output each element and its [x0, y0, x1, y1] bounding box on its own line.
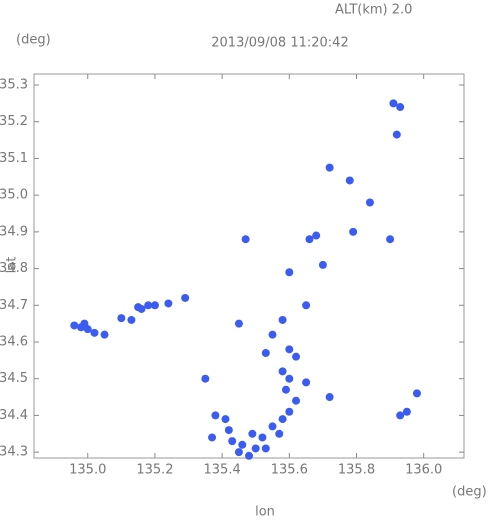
echo-point	[392, 130, 401, 139]
echo-point	[402, 407, 411, 416]
echo-point	[134, 303, 143, 312]
echo-point	[292, 396, 301, 405]
echo-point	[302, 301, 311, 310]
y-tick-label: 35.3	[0, 78, 28, 93]
x-tick-label: 135.0	[69, 463, 106, 478]
echo-point	[261, 444, 270, 453]
echo-point	[208, 433, 217, 442]
echo-point	[234, 448, 243, 457]
echo-point	[389, 99, 398, 108]
echo-point	[278, 367, 287, 376]
echo-point	[396, 103, 405, 112]
echo-point	[396, 411, 405, 420]
echo-point	[221, 415, 230, 424]
echo-point	[248, 429, 257, 438]
echo-point	[144, 301, 153, 310]
echo-point	[386, 235, 395, 244]
echo-point	[181, 293, 190, 302]
echo-point	[292, 352, 301, 361]
echo-point	[285, 374, 294, 383]
x-tick-label: 135.6	[271, 463, 308, 478]
y-tick-label: 35.0	[0, 188, 28, 203]
echo-point	[349, 227, 358, 236]
echo-point	[285, 407, 294, 416]
echo-point	[302, 378, 311, 387]
x-tick-label: 135.4	[204, 463, 241, 478]
echo-point	[80, 319, 89, 328]
chart-title: 2013/09/08 11:20:42	[211, 36, 348, 51]
echo-point	[251, 444, 260, 453]
plot-frame	[33, 73, 465, 459]
echo-point	[268, 422, 277, 431]
y-tick-label: 35.2	[0, 114, 28, 129]
echo-point	[261, 349, 270, 358]
echo-point	[241, 235, 250, 244]
x-tick-label: 135.2	[136, 463, 173, 478]
echo-point	[305, 235, 314, 244]
x-unit: (deg)	[452, 485, 487, 500]
echo-point	[211, 411, 220, 420]
echo-point	[238, 440, 247, 449]
echo-point	[278, 415, 287, 424]
y-tick-label: 34.7	[0, 298, 28, 313]
echo-point	[201, 374, 210, 383]
y-unit: (deg)	[16, 33, 51, 48]
echo-point	[285, 268, 294, 277]
y-tick-label: 35.1	[0, 151, 28, 166]
echo-point	[224, 426, 233, 435]
y-tick-label: 34.4	[0, 408, 28, 423]
y-tick-label: 34.8	[0, 261, 28, 276]
echo-point	[245, 451, 253, 460]
x-tick-label: 136.0	[405, 463, 442, 478]
x-axis-label: lon	[255, 505, 275, 520]
echo-point	[275, 429, 284, 438]
echo-point	[90, 328, 99, 337]
x-tick-label: 135.8	[338, 463, 375, 478]
echo-point	[281, 385, 290, 394]
echo-point	[258, 433, 267, 442]
echo-point	[100, 330, 109, 339]
echo-point	[234, 319, 243, 328]
echo-point	[312, 231, 321, 240]
echo-point	[278, 315, 287, 324]
echo-point	[150, 301, 159, 310]
y-tick-label: 34.3	[0, 445, 28, 460]
echo-point	[268, 330, 277, 339]
echo-point	[228, 437, 237, 446]
echo-point	[164, 299, 173, 308]
y-tick-label: 34.6	[0, 334, 28, 349]
y-tick-label: 34.9	[0, 224, 28, 239]
echo-point	[127, 315, 136, 324]
echo-point	[325, 163, 334, 172]
annotation: ALT(km) 2.0	[335, 3, 412, 18]
echo-point	[412, 389, 421, 398]
echo-point	[117, 314, 126, 323]
echo-point	[345, 176, 354, 185]
echo-point	[325, 393, 334, 402]
y-axis-label: lat	[5, 257, 20, 274]
y-tick-label: 34.5	[0, 371, 28, 386]
echo-point	[318, 260, 327, 269]
echo-point	[70, 321, 79, 330]
echo-point	[365, 198, 374, 207]
echo-point	[285, 345, 294, 354]
